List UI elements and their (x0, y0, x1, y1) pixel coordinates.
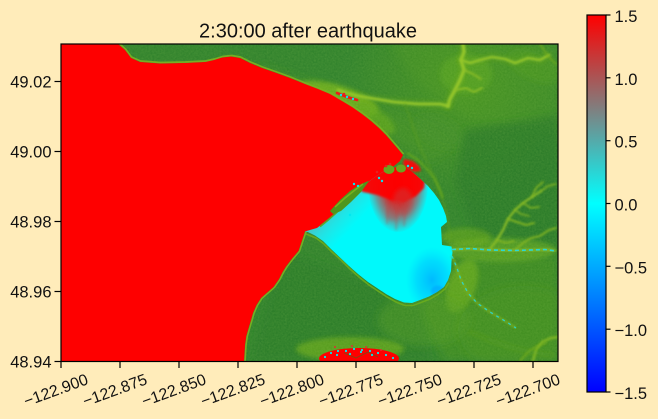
svg-text:1.0: 1.0 (615, 71, 638, 89)
svg-text:−1.0: −1.0 (615, 322, 648, 340)
svg-text:1.5: 1.5 (615, 8, 638, 26)
svg-text:49.00: 49.00 (10, 144, 51, 162)
svg-text:0.5: 0.5 (615, 134, 638, 152)
svg-text:0.0: 0.0 (615, 197, 638, 215)
svg-text:2:30:00 after earthquake: 2:30:00 after earthquake (199, 21, 417, 43)
svg-text:−1.5: −1.5 (615, 385, 648, 403)
svg-text:48.98: 48.98 (10, 214, 51, 232)
svg-text:49.02: 49.02 (10, 74, 51, 92)
svg-text:48.94: 48.94 (10, 354, 51, 372)
svg-text:48.96: 48.96 (10, 284, 51, 302)
svg-text:−0.5: −0.5 (615, 259, 648, 277)
